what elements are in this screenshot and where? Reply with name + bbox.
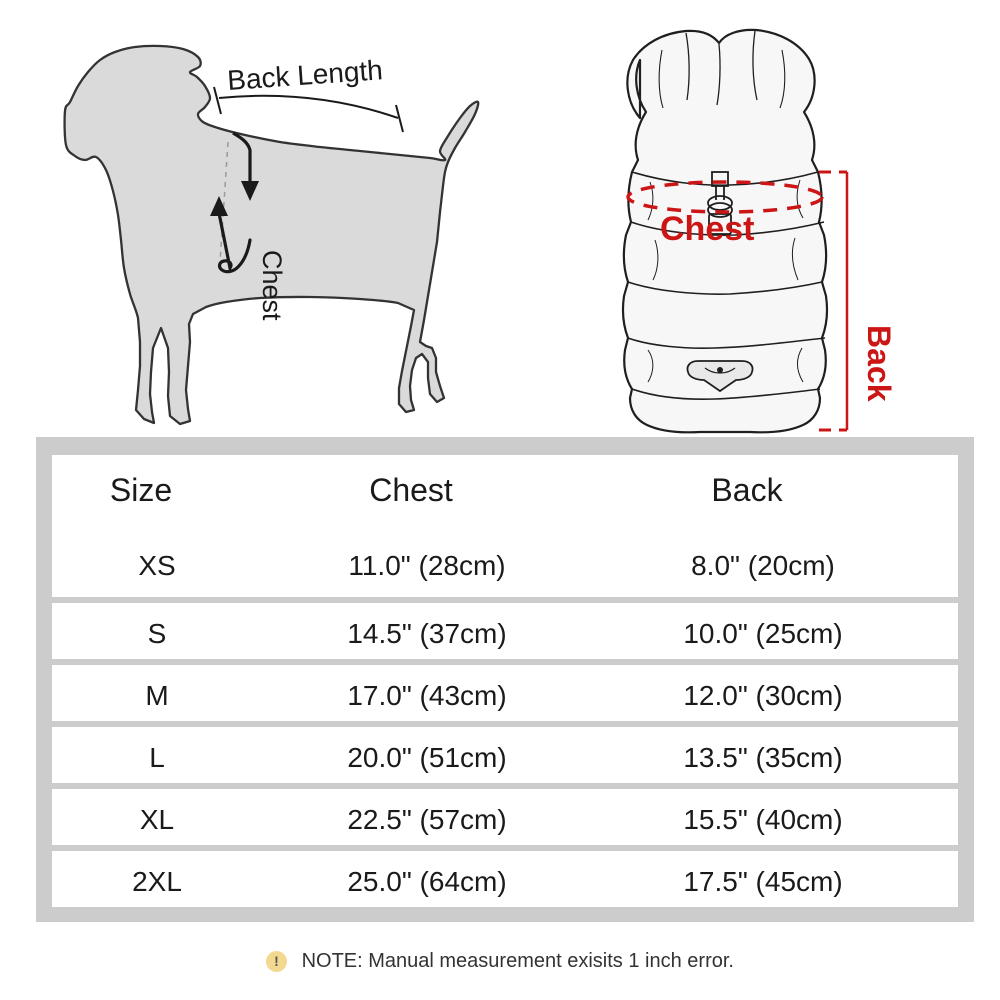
svg-text:Chest: Chest bbox=[257, 250, 287, 321]
svg-text:Back: Back bbox=[861, 325, 897, 402]
svg-text:Chest: Chest bbox=[660, 210, 754, 248]
svg-text:Back Length: Back Length bbox=[226, 54, 383, 96]
